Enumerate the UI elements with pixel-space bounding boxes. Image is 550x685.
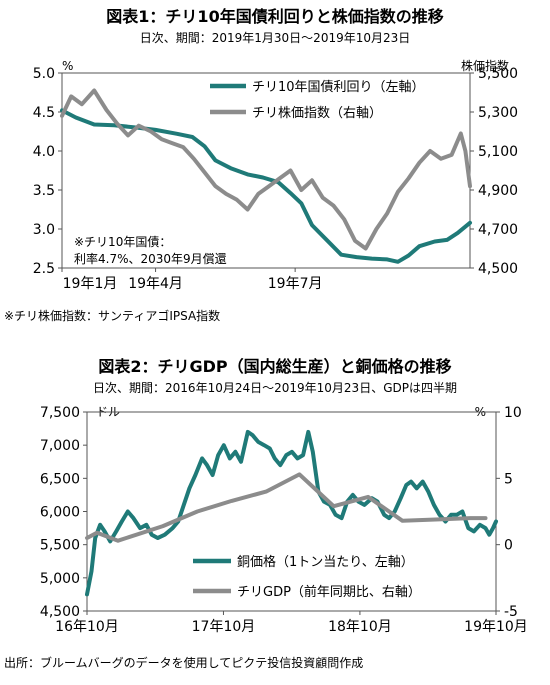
chart-1-x-tick-label: 19年4月 bbox=[128, 276, 183, 292]
chart-1-left-unit: % bbox=[62, 59, 73, 73]
chart-2-series-line-right-axis bbox=[85, 472, 488, 543]
chart-1-right-axis: 4,500 4,700 4,900 5,100 5,300 5,500 bbox=[470, 66, 518, 277]
chart-1-annotation-line-1: ※チリ10年国債： bbox=[74, 234, 171, 249]
chart-1-legend-label-yield: チリ10年国債利回り（左軸） bbox=[252, 80, 425, 95]
chart-1-right-tick-label: 5,300 bbox=[478, 105, 518, 121]
chart-1-left-tick-label: 3.5 bbox=[33, 183, 55, 199]
chart-2-left-tick-label: 7,500 bbox=[40, 405, 80, 421]
chart-2-left-tick-label: 5,000 bbox=[40, 571, 80, 587]
chart-1-subtitle: 日次、期間：2019年1月30日～2019年10月23日 bbox=[140, 31, 411, 45]
chart-2-left-tick-label: 7,000 bbox=[40, 438, 80, 454]
chart-2-legend-label-gdp: チリGDP（前年同期比、右軸） bbox=[237, 584, 421, 600]
chart-1-plot-frame bbox=[61, 72, 471, 269]
chart-1-right-tick-label: 5,100 bbox=[478, 144, 518, 160]
chart-1-x-tick-label: 19年7月 bbox=[268, 276, 323, 292]
chart-1-right-tick-label: 5,500 bbox=[478, 66, 518, 82]
chart-1-right-tick-label: 4,900 bbox=[478, 183, 518, 199]
chart-1-left-axis: 2.5 3.0 3.5 4.0 4.5 5.0 bbox=[33, 66, 62, 277]
chart-1-right-tick-label: 4,500 bbox=[478, 261, 518, 277]
chart-1-annotation-line-2: 利率4.7%、2030年9月償還 bbox=[74, 251, 227, 266]
chart-2-x-tick-label: 16年10月 bbox=[55, 619, 119, 635]
chart-2-series-line-left-axis bbox=[85, 429, 498, 597]
chart-1-footnote: ※チリ株価指数：サンティアゴIPSA指数 bbox=[4, 308, 220, 323]
chart-1-x-axis: 19年1月 19年4月 19年7月 bbox=[61, 268, 323, 292]
chart-2-left-tick-label: 6,000 bbox=[40, 505, 80, 521]
chart-2-x-axis: 16年10月 17年10月 18年10月 19年10月 bbox=[55, 611, 528, 635]
chart-2-right-tick-label: 10 bbox=[504, 405, 522, 421]
source-note: 出所：ブルームバーグのデータを使用してピクテ投信投資顧問作成 bbox=[4, 655, 363, 670]
chart-2-right-axis: -5 0 5 10 bbox=[496, 405, 522, 620]
chart-1-series-line-right-axis bbox=[60, 88, 472, 251]
chart-1: 図表1：チリ10年国債利回りと株価指数の推移 日次、期間：2019年1月30日～… bbox=[4, 7, 518, 323]
chart-2-right-tick-label: -5 bbox=[504, 604, 518, 620]
chart-1-legend: チリ10年国債利回り（左軸） チリ株価指数（右軸） bbox=[210, 80, 425, 121]
chart-2-legend-label-copper: 銅価格（1トン当たり、左軸） bbox=[237, 554, 414, 570]
chart-2-subtitle: 日次、期間：2016年10月24日～2019年10月23日、GDPは四半期 bbox=[93, 381, 457, 395]
chart-2-right-tick-label: 5 bbox=[504, 471, 513, 487]
chart-2-legend: 銅価格（1トン当たり、左軸） チリGDP（前年同期比、右軸） bbox=[193, 554, 421, 600]
chart-1-x-tick-label: 19年1月 bbox=[63, 276, 118, 292]
chart-1-series bbox=[60, 88, 472, 264]
chart-1-right-unit: 株価指数 bbox=[461, 58, 509, 73]
chart-2-left-tick-label: 5,500 bbox=[40, 538, 80, 554]
chart-2-title: 図表2：チリGDP（国内総生産）と銅価格の推移 bbox=[98, 357, 451, 376]
chart-2-left-tick-label: 4,500 bbox=[40, 604, 80, 620]
chart-2-x-tick-label: 17年10月 bbox=[192, 619, 256, 635]
chart-2: 図表2：チリGDP（国内総生産）と銅価格の推移 日次、期間：2016年10月24… bbox=[40, 357, 528, 635]
chart-1-legend-label-index: チリ株価指数（右軸） bbox=[252, 106, 382, 121]
chart-2-right-tick-label: 0 bbox=[504, 538, 513, 554]
chart-1-left-tick-label: 5.0 bbox=[33, 66, 55, 82]
chart-2-plot-frame bbox=[86, 411, 497, 612]
chart-2-x-tick-label: 19年10月 bbox=[464, 619, 528, 635]
chart-2-left-axis: 4,500 5,000 5,500 6,000 6,500 7,000 7,500 bbox=[40, 405, 87, 620]
chart-2-left-tick-label: 6,500 bbox=[40, 471, 80, 487]
chart-1-left-tick-label: 4.5 bbox=[33, 105, 55, 121]
chart-2-x-tick-label: 18年10月 bbox=[328, 619, 392, 635]
chart-2-series bbox=[85, 429, 498, 597]
chart-1-left-tick-label: 3.0 bbox=[33, 222, 55, 238]
chart-1-left-tick-label: 4.0 bbox=[33, 144, 55, 160]
chart-1-title: 図表1：チリ10年国債利回りと株価指数の推移 bbox=[106, 7, 443, 26]
chart-1-left-tick-label: 2.5 bbox=[33, 261, 55, 277]
chart-1-right-tick-label: 4,700 bbox=[478, 222, 518, 238]
